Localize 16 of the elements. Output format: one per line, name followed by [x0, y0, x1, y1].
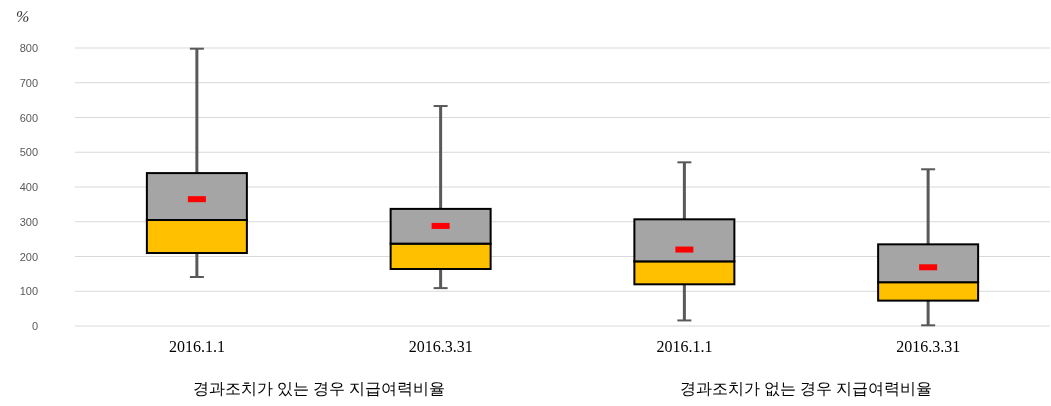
y-tick-label: 400: [19, 181, 38, 193]
y-tick-label: 200: [19, 250, 38, 263]
y-axis-title: %: [16, 8, 30, 25]
text: 경과조치가 있는 경우 지급여력비율: [192, 380, 445, 397]
y-tick-label: 800: [19, 42, 38, 54]
x-tick-label: 2016.1.1: [168, 338, 225, 355]
y-tick-label: 600: [19, 111, 38, 124]
y-tick-label: 0: [31, 320, 38, 332]
y-tick-label: 700: [19, 76, 38, 89]
x-tick-label: 2016.3.31: [408, 338, 473, 355]
x-tick-label: 2016.3.31: [896, 338, 961, 355]
y-tick-label: 300: [19, 215, 38, 228]
x-tick-label: 2016.1.1: [656, 338, 713, 355]
text: 경과조치가 없는 경우 지급여력비율: [680, 380, 933, 397]
y-tick-label: 500: [19, 146, 38, 159]
y-tick-label: 100: [19, 285, 38, 298]
